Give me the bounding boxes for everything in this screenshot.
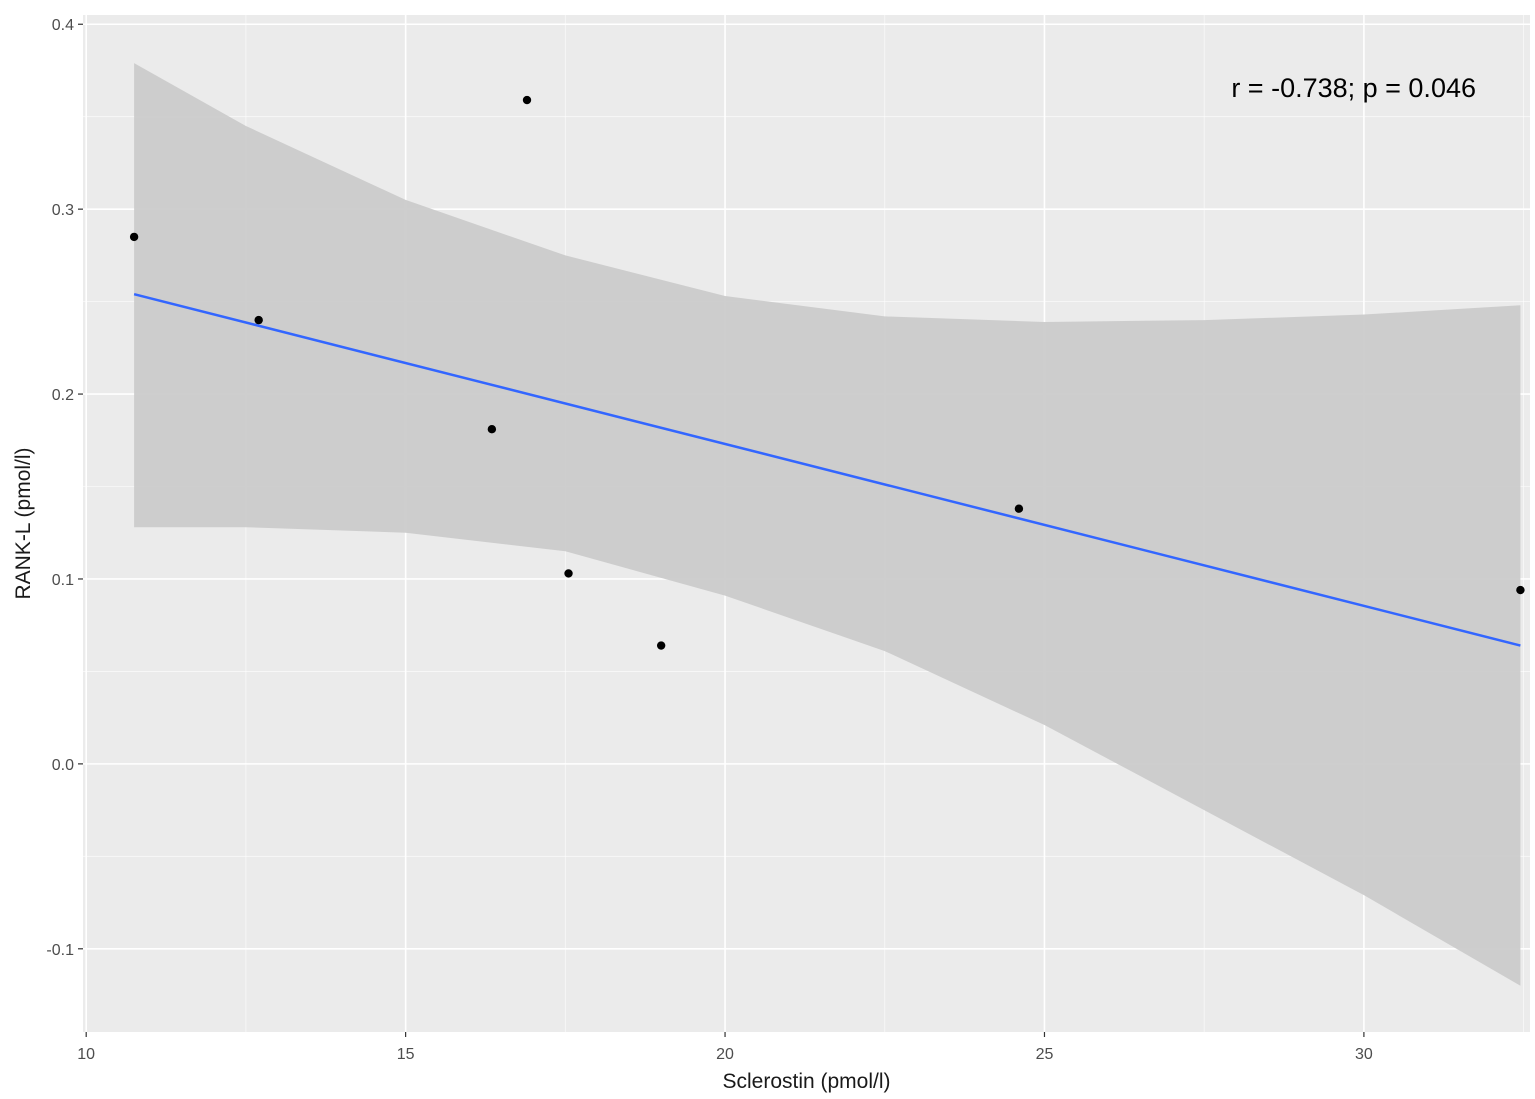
x-tick-label: 30 [1355,1046,1373,1063]
x-tick-label: 20 [716,1046,734,1063]
data-point [1014,504,1024,513]
data-point [1516,585,1525,595]
y-tick-label: 0.1 [52,572,74,589]
y-tick-label: 0.0 [52,757,74,774]
data-point [656,641,666,650]
x-tick-label: 10 [77,1046,95,1063]
data-point [487,424,497,434]
y-tick-label: 0.3 [52,202,74,219]
x-tick-label: 15 [397,1046,415,1063]
y-tick-label: 0.2 [52,387,74,404]
y-axis-title: RANK-L (pmol/l) [12,447,35,599]
data-point [254,315,263,325]
x-axis: 10 15 20 25 30 [77,1032,1373,1063]
data-point [564,569,573,578]
data-points [129,95,1525,650]
annotation-label: r = -0.738; p = 0.046 [1231,73,1476,103]
data-point [522,95,532,105]
x-tick-label: 25 [1036,1046,1054,1063]
regression-line [133,293,1521,647]
y-tick-label: -0.1 [46,942,74,959]
confidence-band [134,63,1521,986]
x-axis-title: Sclerostin (pmol/l) [722,1070,890,1093]
y-axis: -0.1 0.0 0.1 0.2 0.3 0.4 [46,17,83,959]
y-tick-label: 0.4 [52,17,74,34]
data-point [129,232,139,242]
